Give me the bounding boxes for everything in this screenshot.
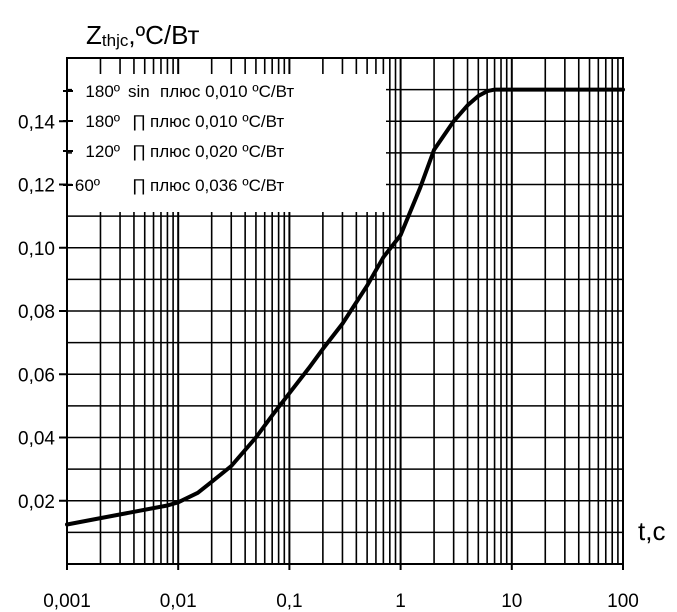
legend-item: 180º ∏ плюс 0,010 ºC/Вт (63, 112, 284, 131)
x-tick-label: 0,1 (276, 591, 302, 612)
legend-text: плюс 0,010 ºC/Вт (160, 82, 294, 101)
legend-symbol: ∏ (132, 142, 146, 161)
x-tick-label: 0,01 (160, 591, 197, 612)
legend-angle: 180º (85, 82, 120, 101)
legend-text: плюс 0,020 ºC/Вт (150, 142, 284, 161)
x-tick-label: 100 (607, 591, 639, 612)
legend-symbol: ∏ (132, 112, 146, 131)
y-tick-label: 0,14 (18, 112, 55, 133)
x-tick-label: 10 (501, 591, 522, 612)
y-tick-label: 0,10 (18, 239, 55, 260)
legend-text: плюс 0,036 ºC/Вт (150, 176, 284, 195)
legend-text: плюс 0,010 ºC/Вт (150, 112, 284, 131)
x-tick-label: 0,001 (43, 591, 91, 612)
legend-background (72, 74, 386, 212)
legend-angle: 120º (85, 142, 120, 161)
y-tick-label: 0,08 (18, 302, 55, 323)
legend-item: 120º ∏ плюс 0,020 ºC/Вт (63, 142, 284, 161)
tick-labels: 0,02 0,04 0,06 0,08 0,10 0,12 0,14 0,001 0,01 0,1… (18, 112, 639, 612)
legend-symbol: ∏ (132, 176, 146, 195)
legend-angle: 180º (85, 112, 120, 131)
legend-item: 180º sin плюс 0,010 ºC/Вт (63, 82, 294, 101)
plot-frame (66, 57, 624, 565)
x-axis-title: t,c (638, 516, 665, 546)
legend-symbol: sin (128, 82, 150, 101)
y-axis-title-main: Z (86, 20, 102, 50)
series (65, 87, 625, 527)
y-axis-title: Zthjc,ºC/Вт (86, 20, 200, 50)
y-tick-label: 0,12 (18, 176, 55, 197)
y-tick-label: 0,02 (18, 492, 55, 513)
x-tick-label: 1 (395, 591, 406, 612)
y-tick-label: 0,04 (18, 429, 55, 450)
series-line (65, 87, 625, 527)
y-tick-label: 0,06 (18, 365, 55, 386)
legend-item: 60º ∏ плюс 0,036 ºC/Вт (63, 176, 284, 195)
y-axis-title-unit: ,ºC/Вт (128, 20, 199, 50)
legend-angle: 60º (75, 176, 100, 195)
y-axis-title-subscript: thjc (102, 31, 129, 50)
